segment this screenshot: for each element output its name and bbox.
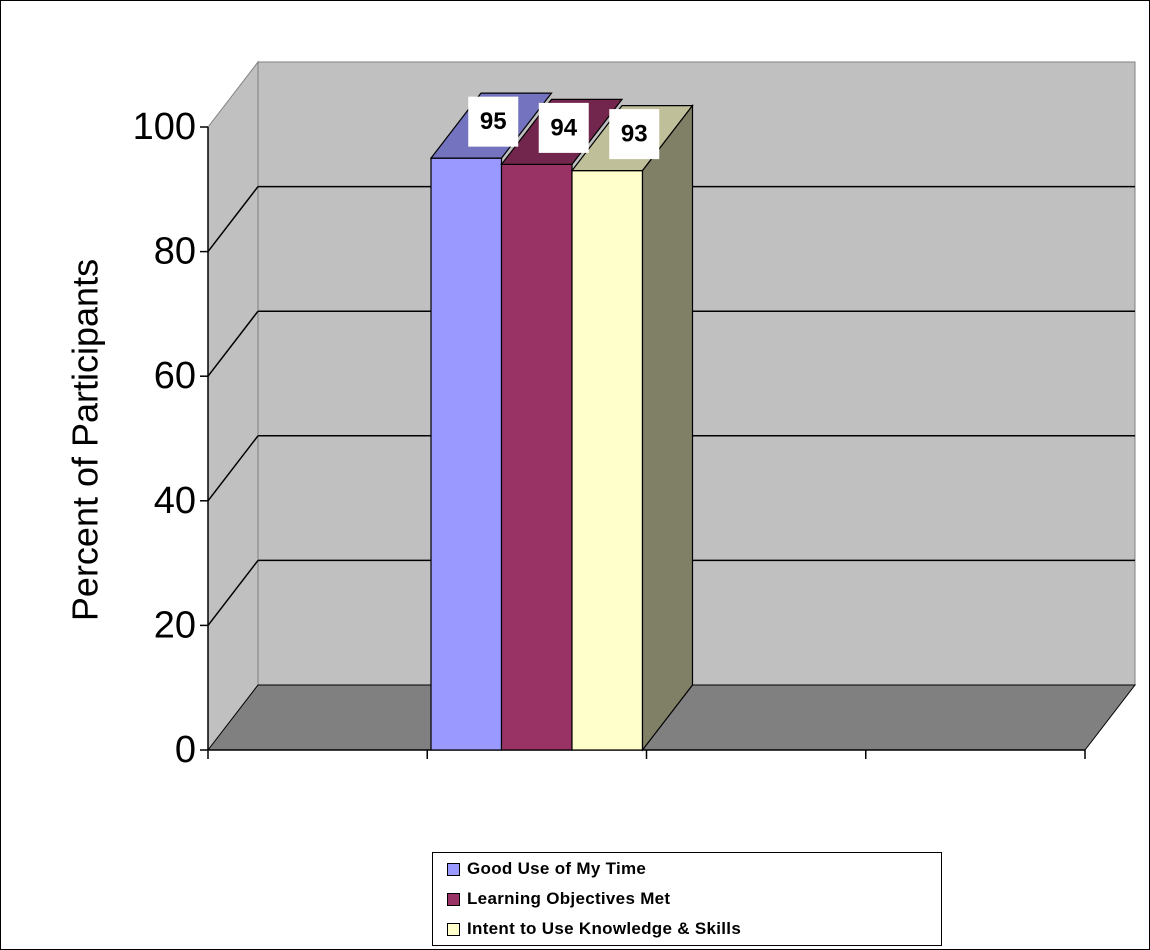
bar-side-3 [643, 106, 693, 750]
y-tick-label: 60 [154, 355, 196, 397]
bar-3 [572, 171, 643, 750]
y-tick-label: 0 [175, 729, 196, 771]
bar-2 [502, 164, 573, 750]
y-tick-label: 20 [154, 604, 196, 646]
data-label: 94 [550, 114, 577, 141]
legend: Good Use of My Time Learning Objectives … [432, 852, 942, 946]
data-label: 93 [621, 121, 648, 148]
legend-label-series-1: Good Use of My Time [467, 859, 646, 879]
y-tick-label: 80 [154, 231, 196, 273]
data-label: 95 [480, 108, 507, 135]
legend-item-series-2: Learning Objectives Met [447, 887, 670, 911]
side-wall [208, 62, 258, 750]
y-tick-label: 40 [154, 480, 196, 522]
legend-item-series-3: Intent to Use Knowledge & Skills [447, 917, 741, 941]
y-tick-label: 100 [133, 106, 196, 148]
legend-label-series-2: Learning Objectives Met [467, 889, 670, 909]
legend-swatch-series-1 [447, 863, 460, 876]
y-axis-label: Percent of Participants [65, 259, 106, 621]
back-wall [258, 62, 1135, 685]
legend-label-series-3: Intent to Use Knowledge & Skills [467, 919, 741, 939]
legend-swatch-series-2 [447, 893, 460, 906]
bar-1 [431, 158, 502, 750]
legend-item-series-1: Good Use of My Time [447, 857, 646, 881]
legend-swatch-series-3 [447, 923, 460, 936]
